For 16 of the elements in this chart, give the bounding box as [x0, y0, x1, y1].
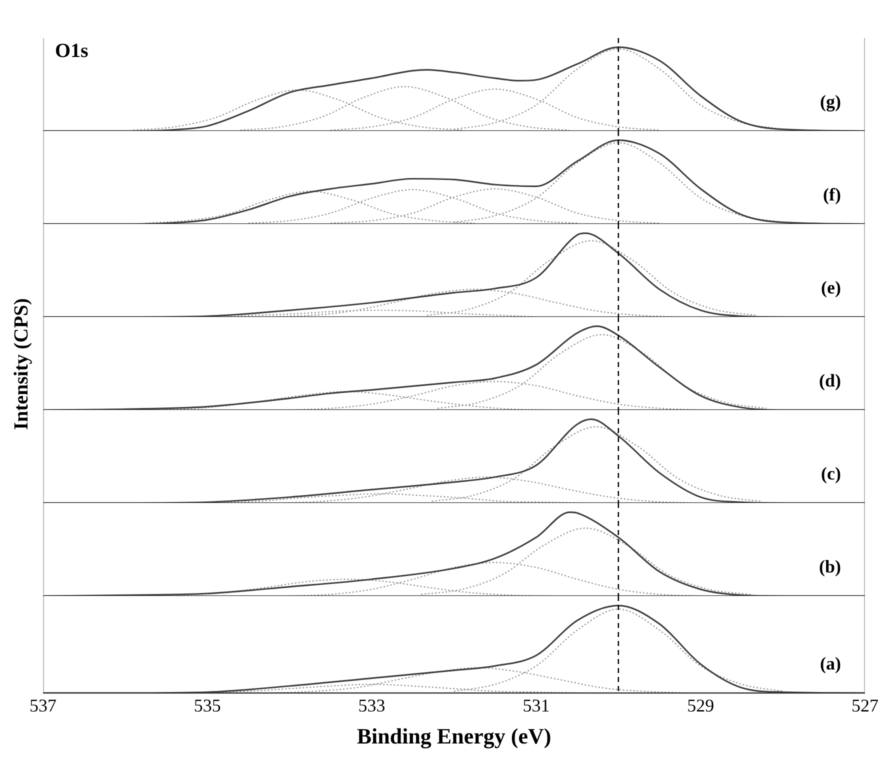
x-tick-label: 531 [522, 696, 550, 716]
x-tick-label: 535 [194, 696, 221, 716]
annotation: (a) [820, 654, 841, 674]
annotation: (d) [819, 370, 842, 391]
x-axis-title: Binding Energy (eV) [356, 723, 552, 748]
y-axis-title: Intensity (CPS) [10, 298, 34, 430]
annotation: (e) [821, 278, 841, 298]
x-tick-label: 533 [358, 696, 386, 716]
x-tick-label: 529 [687, 696, 714, 716]
annotation: (c) [821, 464, 841, 484]
x-tick-label: 537 [30, 696, 56, 716]
x-tick-label: 527 [852, 696, 878, 716]
annotation: (f) [823, 184, 842, 205]
chart-title: O1s [55, 40, 89, 62]
annotation: (g) [820, 92, 841, 112]
annotation: (b) [819, 556, 842, 577]
